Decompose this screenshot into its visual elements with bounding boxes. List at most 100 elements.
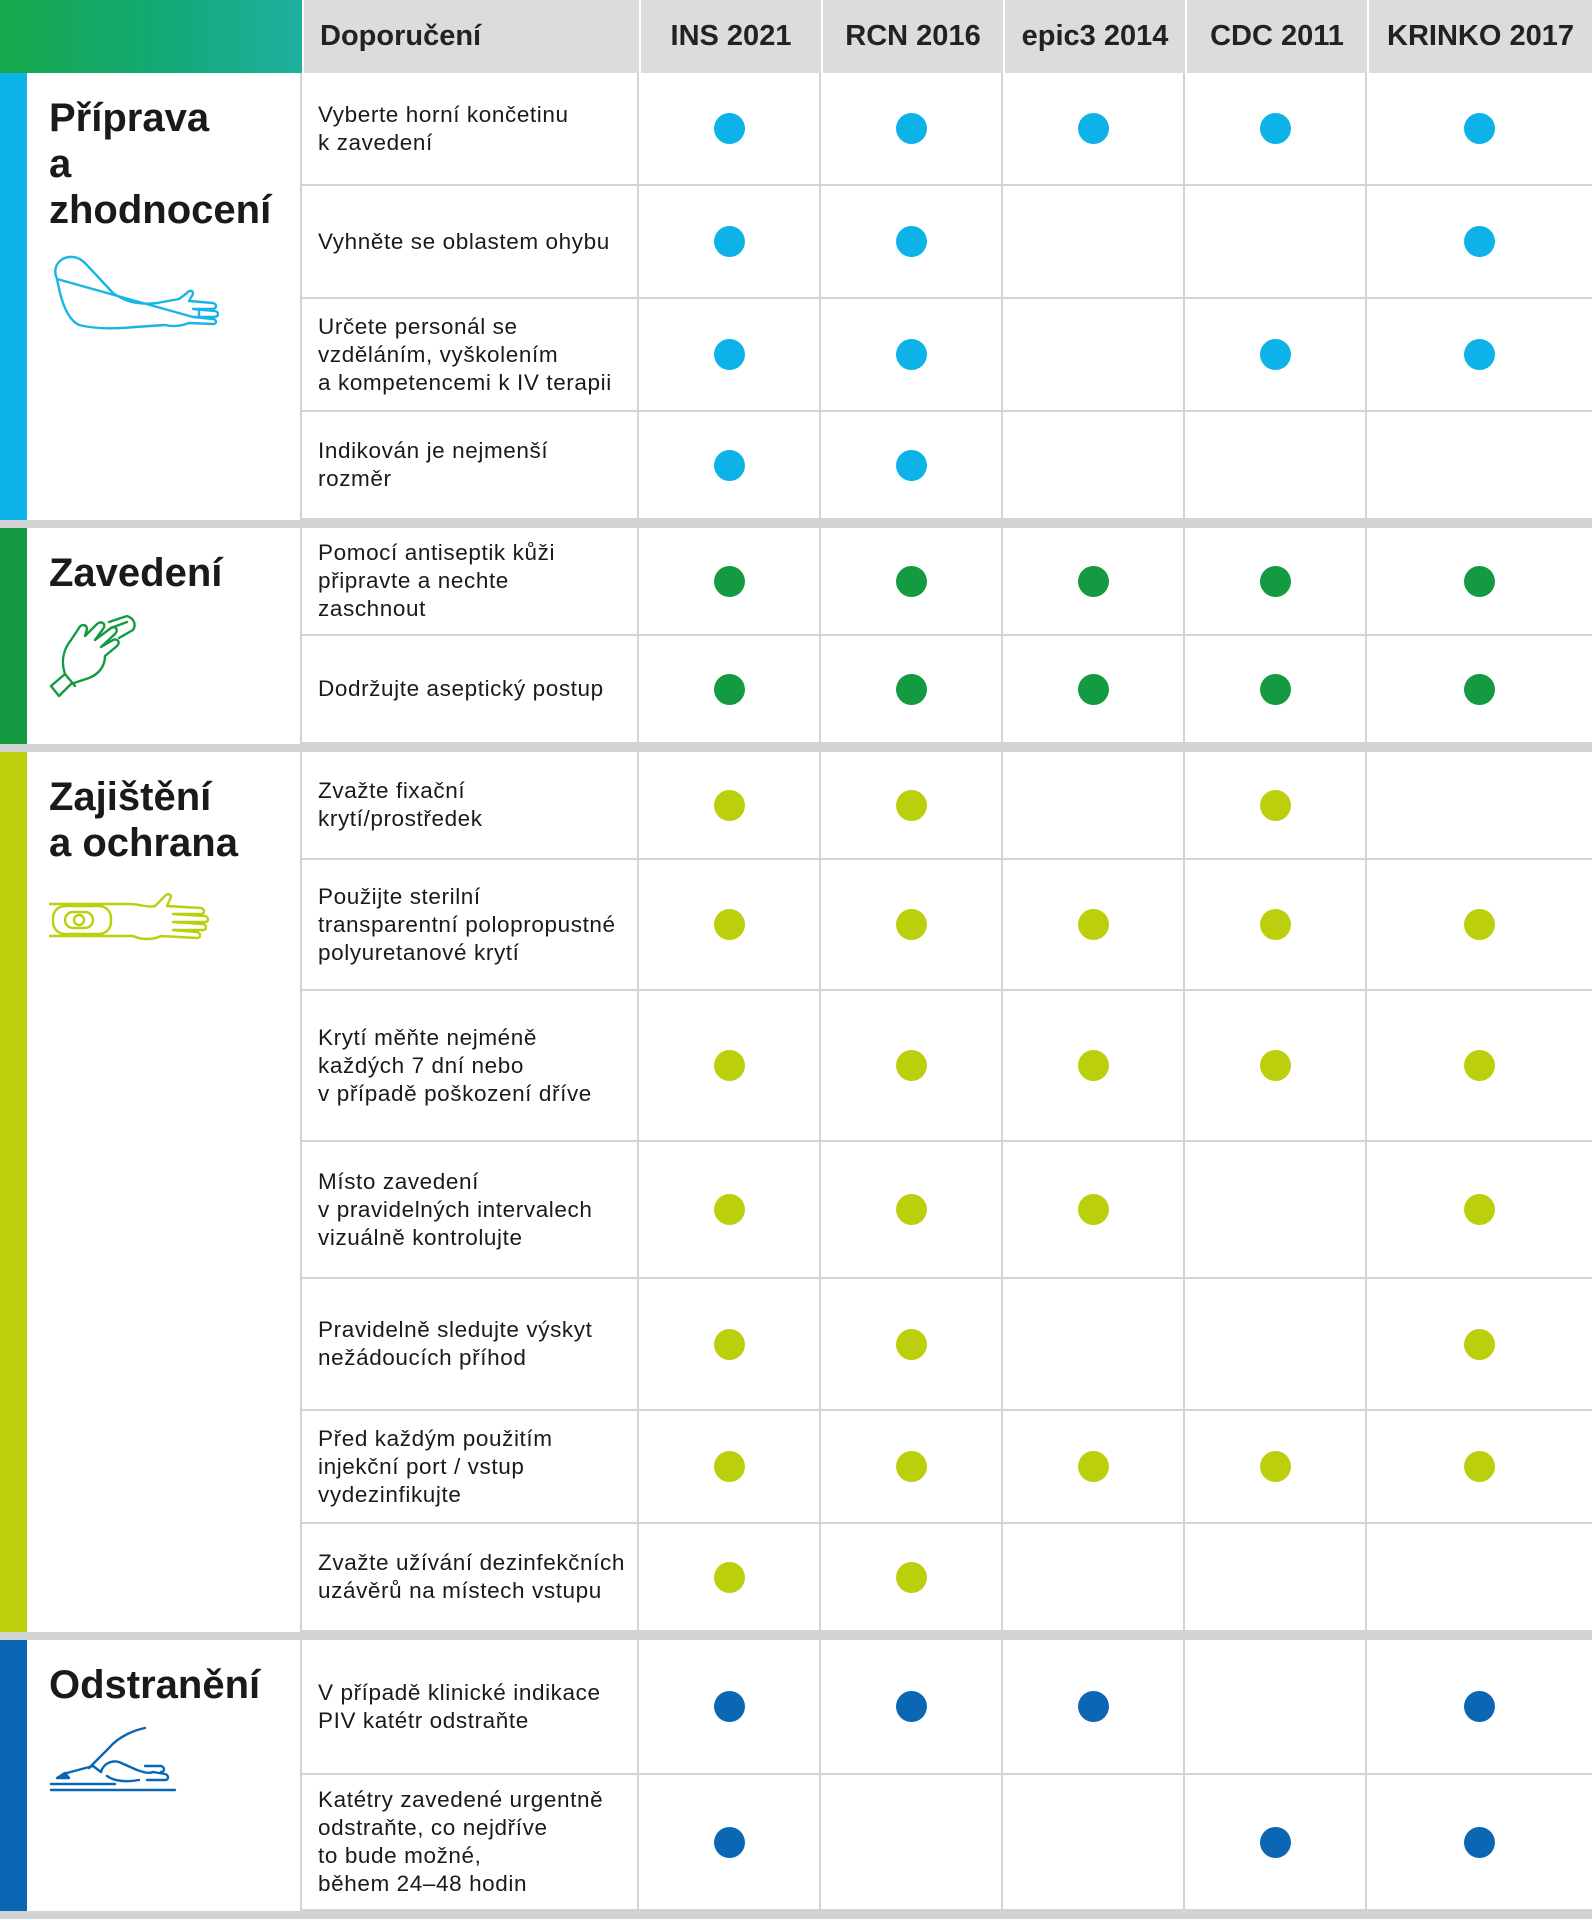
recommended-dot bbox=[895, 226, 927, 257]
recommended-dot bbox=[895, 1194, 927, 1225]
section-color-bar-priprava-a-zhodnoceni bbox=[0, 73, 27, 520]
mark-cell-ins-2021 bbox=[639, 73, 821, 186]
catheter-removal-icon bbox=[49, 1726, 300, 1801]
recommended-dot bbox=[895, 909, 927, 940]
recommended-dot bbox=[1464, 1826, 1495, 1858]
section-color-bar-odstraneni bbox=[0, 1640, 27, 1911]
mark-cell-cdc-2011 bbox=[1185, 636, 1367, 744]
recommended-dot bbox=[1077, 1691, 1109, 1722]
mark-cell-epic3-2014 bbox=[1003, 636, 1185, 744]
recommended-dot bbox=[1464, 565, 1495, 597]
recommended-dot bbox=[1259, 1451, 1291, 1482]
mark-cell-cdc-2011 bbox=[1185, 412, 1367, 520]
mark-cell-rcn-2016 bbox=[821, 73, 1003, 186]
recommended-dot bbox=[713, 789, 745, 821]
mark-cell-epic3-2014 bbox=[1003, 528, 1185, 636]
recommended-dot bbox=[1077, 565, 1109, 597]
recommended-dot bbox=[895, 113, 927, 144]
recommended-dot bbox=[1464, 339, 1495, 370]
mark-cell-ins-2021 bbox=[639, 1524, 821, 1632]
mark-cell-epic3-2014 bbox=[1003, 1411, 1185, 1524]
mark-cell-epic3-2014 bbox=[1003, 1640, 1185, 1775]
mark-cell-cdc-2011 bbox=[1185, 1640, 1367, 1775]
mark-cell-epic3-2014 bbox=[1003, 752, 1185, 860]
section-header-zavedeni: Zavedení bbox=[27, 528, 302, 744]
recommended-dot bbox=[1464, 226, 1495, 257]
section-header-priprava-a-zhodnoceni: Příprava a zhodnocení bbox=[27, 73, 302, 520]
recommendation-text: Před každým použitím injekční port / vst… bbox=[302, 1411, 639, 1524]
mark-cell-krinko-2017 bbox=[1367, 186, 1592, 299]
mark-cell-cdc-2011 bbox=[1185, 1279, 1367, 1411]
mark-cell-rcn-2016 bbox=[821, 991, 1003, 1142]
recommended-dot bbox=[895, 1328, 927, 1360]
recommended-dot bbox=[895, 673, 927, 705]
mark-cell-cdc-2011 bbox=[1185, 528, 1367, 636]
section-divider bbox=[0, 744, 1592, 752]
recommended-dot bbox=[1259, 113, 1291, 144]
mark-cell-epic3-2014 bbox=[1003, 299, 1185, 412]
mark-cell-cdc-2011 bbox=[1185, 1142, 1367, 1279]
mark-cell-ins-2021 bbox=[639, 860, 821, 991]
mark-cell-krinko-2017 bbox=[1367, 528, 1592, 636]
header-guideline-ins-2021: INS 2021 bbox=[639, 0, 821, 73]
recommended-dot bbox=[895, 449, 927, 481]
recommendation-text: Vyhněte se oblastem ohybu bbox=[302, 186, 639, 299]
gloved-hand-icon bbox=[49, 614, 300, 709]
recommendation-text: Pravidelně sledujte výskyt nežádoucích p… bbox=[302, 1279, 639, 1411]
recommendation-text: Zvažte užívání dezinfekčních uzávěrů na … bbox=[302, 1524, 639, 1632]
recommendation-text: Vyberte horní končetinu k zavedení bbox=[302, 73, 639, 186]
section-title: Příprava a zhodnocení bbox=[49, 96, 272, 232]
recommended-dot bbox=[895, 565, 927, 597]
mark-cell-ins-2021 bbox=[639, 528, 821, 636]
recommended-dot bbox=[1259, 909, 1291, 940]
recommended-dot bbox=[713, 1691, 745, 1722]
mark-cell-ins-2021 bbox=[639, 299, 821, 412]
mark-cell-epic3-2014 bbox=[1003, 991, 1185, 1142]
mark-cell-krinko-2017 bbox=[1367, 1142, 1592, 1279]
mark-cell-krinko-2017 bbox=[1367, 1775, 1592, 1911]
header-guideline-cdc-2011: CDC 2011 bbox=[1185, 0, 1367, 73]
recommendation-text: Zvažte fixační krytí/prostředek bbox=[302, 752, 639, 860]
mark-cell-ins-2021 bbox=[639, 1279, 821, 1411]
section-header-odstraneni: Odstranění bbox=[27, 1640, 302, 1911]
mark-cell-epic3-2014 bbox=[1003, 860, 1185, 991]
recommendation-text: Pomocí antiseptik kůži připravte a necht… bbox=[302, 528, 639, 636]
mark-cell-rcn-2016 bbox=[821, 1640, 1003, 1775]
mark-cell-cdc-2011 bbox=[1185, 73, 1367, 186]
mark-cell-ins-2021 bbox=[639, 1142, 821, 1279]
mark-cell-ins-2021 bbox=[639, 636, 821, 744]
recommended-dot bbox=[1464, 113, 1495, 144]
mark-cell-rcn-2016 bbox=[821, 1142, 1003, 1279]
mark-cell-ins-2021 bbox=[639, 412, 821, 520]
section-divider bbox=[0, 1911, 1592, 1919]
recommended-dot bbox=[1077, 113, 1109, 144]
recommendation-text: Použijte sterilní transparentní poloprop… bbox=[302, 860, 639, 991]
mark-cell-epic3-2014 bbox=[1003, 1524, 1185, 1632]
mark-cell-cdc-2011 bbox=[1185, 752, 1367, 860]
mark-cell-ins-2021 bbox=[639, 186, 821, 299]
recommended-dot bbox=[1259, 789, 1291, 821]
section-color-bar-zavedeni bbox=[0, 528, 27, 744]
mark-cell-epic3-2014 bbox=[1003, 186, 1185, 299]
header-guideline-rcn-2016: RCN 2016 bbox=[821, 0, 1003, 73]
mark-cell-krinko-2017 bbox=[1367, 412, 1592, 520]
recommended-dot bbox=[895, 1691, 927, 1722]
arm-icon bbox=[49, 251, 300, 336]
recommended-dot bbox=[1259, 673, 1291, 705]
mark-cell-rcn-2016 bbox=[821, 299, 1003, 412]
recommended-dot bbox=[713, 909, 745, 940]
recommended-dot bbox=[713, 1050, 745, 1081]
mark-cell-krinko-2017 bbox=[1367, 1524, 1592, 1632]
recommended-dot bbox=[1077, 1451, 1109, 1482]
recommended-dot bbox=[1464, 673, 1495, 705]
recommended-dot bbox=[895, 339, 927, 370]
recommendation-text: Dodržujte aseptický postup bbox=[302, 636, 639, 744]
mark-cell-rcn-2016 bbox=[821, 860, 1003, 991]
mark-cell-cdc-2011 bbox=[1185, 1411, 1367, 1524]
header-guideline-krinko-2017: KRINKO 2017 bbox=[1367, 0, 1592, 73]
recommended-dot bbox=[1464, 1050, 1495, 1081]
mark-cell-epic3-2014 bbox=[1003, 412, 1185, 520]
header-guideline-epic3-2014: epic3 2014 bbox=[1003, 0, 1185, 73]
mark-cell-ins-2021 bbox=[639, 752, 821, 860]
